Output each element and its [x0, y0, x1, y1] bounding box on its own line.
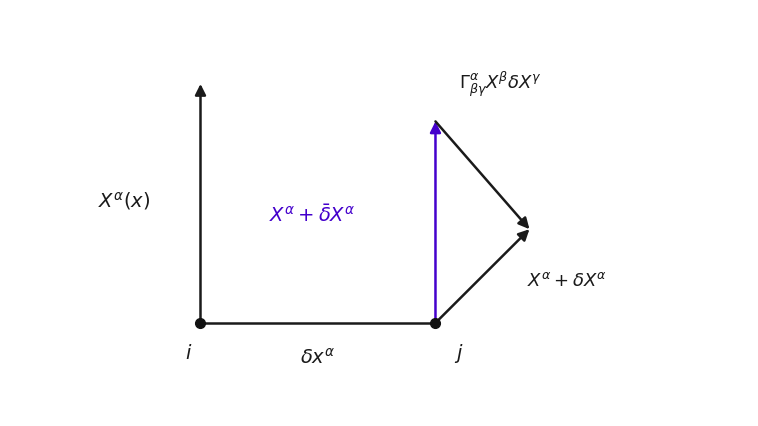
Text: $X^{\alpha} + \bar{\delta}X^{\alpha}$: $X^{\alpha} + \bar{\delta}X^{\alpha}$ [269, 204, 356, 226]
Text: $X^{\alpha} + \delta X^{\alpha}$: $X^{\alpha} + \delta X^{\alpha}$ [527, 272, 606, 290]
Text: $j$: $j$ [454, 342, 464, 365]
Text: $i$: $i$ [185, 344, 193, 363]
Text: $\Gamma^{\alpha}_{\beta\gamma}X^{\beta}\delta X^{\gamma}$: $\Gamma^{\alpha}_{\beta\gamma}X^{\beta}\… [459, 69, 542, 99]
Text: $X^{\alpha}(x)$: $X^{\alpha}(x)$ [98, 190, 150, 212]
Text: $\delta x^{\alpha}$: $\delta x^{\alpha}$ [300, 348, 336, 368]
